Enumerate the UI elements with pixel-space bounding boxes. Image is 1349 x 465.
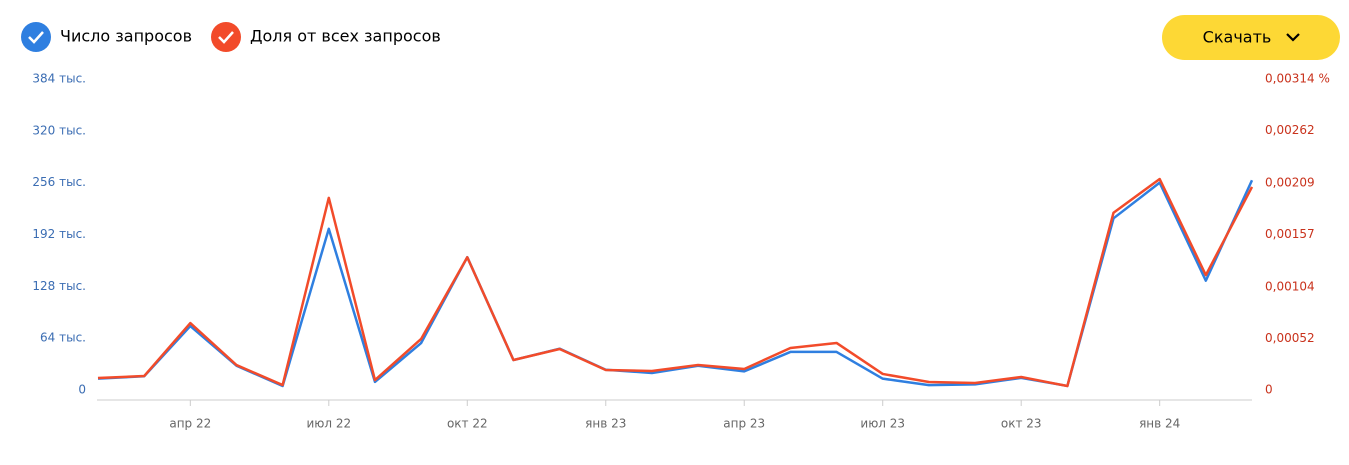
button-label[interactable]: Скачать [1203,28,1272,47]
y-tick-label: 128 тыс. [32,279,86,293]
x-tick-label: янв 24 [1139,417,1180,431]
x-tick-label: апр 22 [169,417,211,431]
chevron-icon [1286,33,1300,42]
y-tick-label: 192 тыс. [32,227,86,241]
y2-tick-label: 0,00104 [1265,279,1315,293]
legend-item[interactable]: Доля от всех запросов [211,22,441,52]
x-tick-label: янв 23 [585,417,626,431]
x-tick-label: окт 23 [1001,417,1042,431]
y-tick-label: 0 [78,383,86,397]
check-icon [218,31,234,44]
x-tick-label: июл 23 [860,417,905,431]
x-tick-label: апр 23 [723,417,765,431]
legend-check[interactable] [21,22,51,52]
y2-tick-label: 0,00209 [1265,175,1315,189]
check-icon [28,31,44,44]
y2-tick-label: 0,00262 [1265,123,1315,137]
series-line [97,177,1254,388]
y-tick-label: 256 тыс. [32,175,86,189]
legend-label[interactable]: Число запросов [60,27,192,46]
y-tick-label: 320 тыс. [32,123,86,137]
y-tick-label: 64 тыс. [40,331,86,345]
y2-tick-label: 0,00314 % [1265,72,1330,86]
legend-label[interactable]: Доля от всех запросов [250,27,441,46]
legend: Число запросов Доля от всех запросов [21,22,441,52]
y2-tick-label: 0,00052 [1265,331,1315,345]
series-line [97,179,1254,388]
y2-tick-label: 0,00157 [1265,227,1315,241]
y2-tick-label: 0 [1265,383,1273,397]
button-bg[interactable] [1162,15,1340,60]
legend-item[interactable]: Число запросов [21,22,192,52]
download-button[interactable]: Скачать [1162,15,1340,60]
x-tick-label: июл 22 [306,417,351,431]
y-tick-label: 384 тыс. [32,72,86,86]
x-tick-label: окт 22 [447,417,488,431]
legend-check[interactable] [211,22,241,52]
